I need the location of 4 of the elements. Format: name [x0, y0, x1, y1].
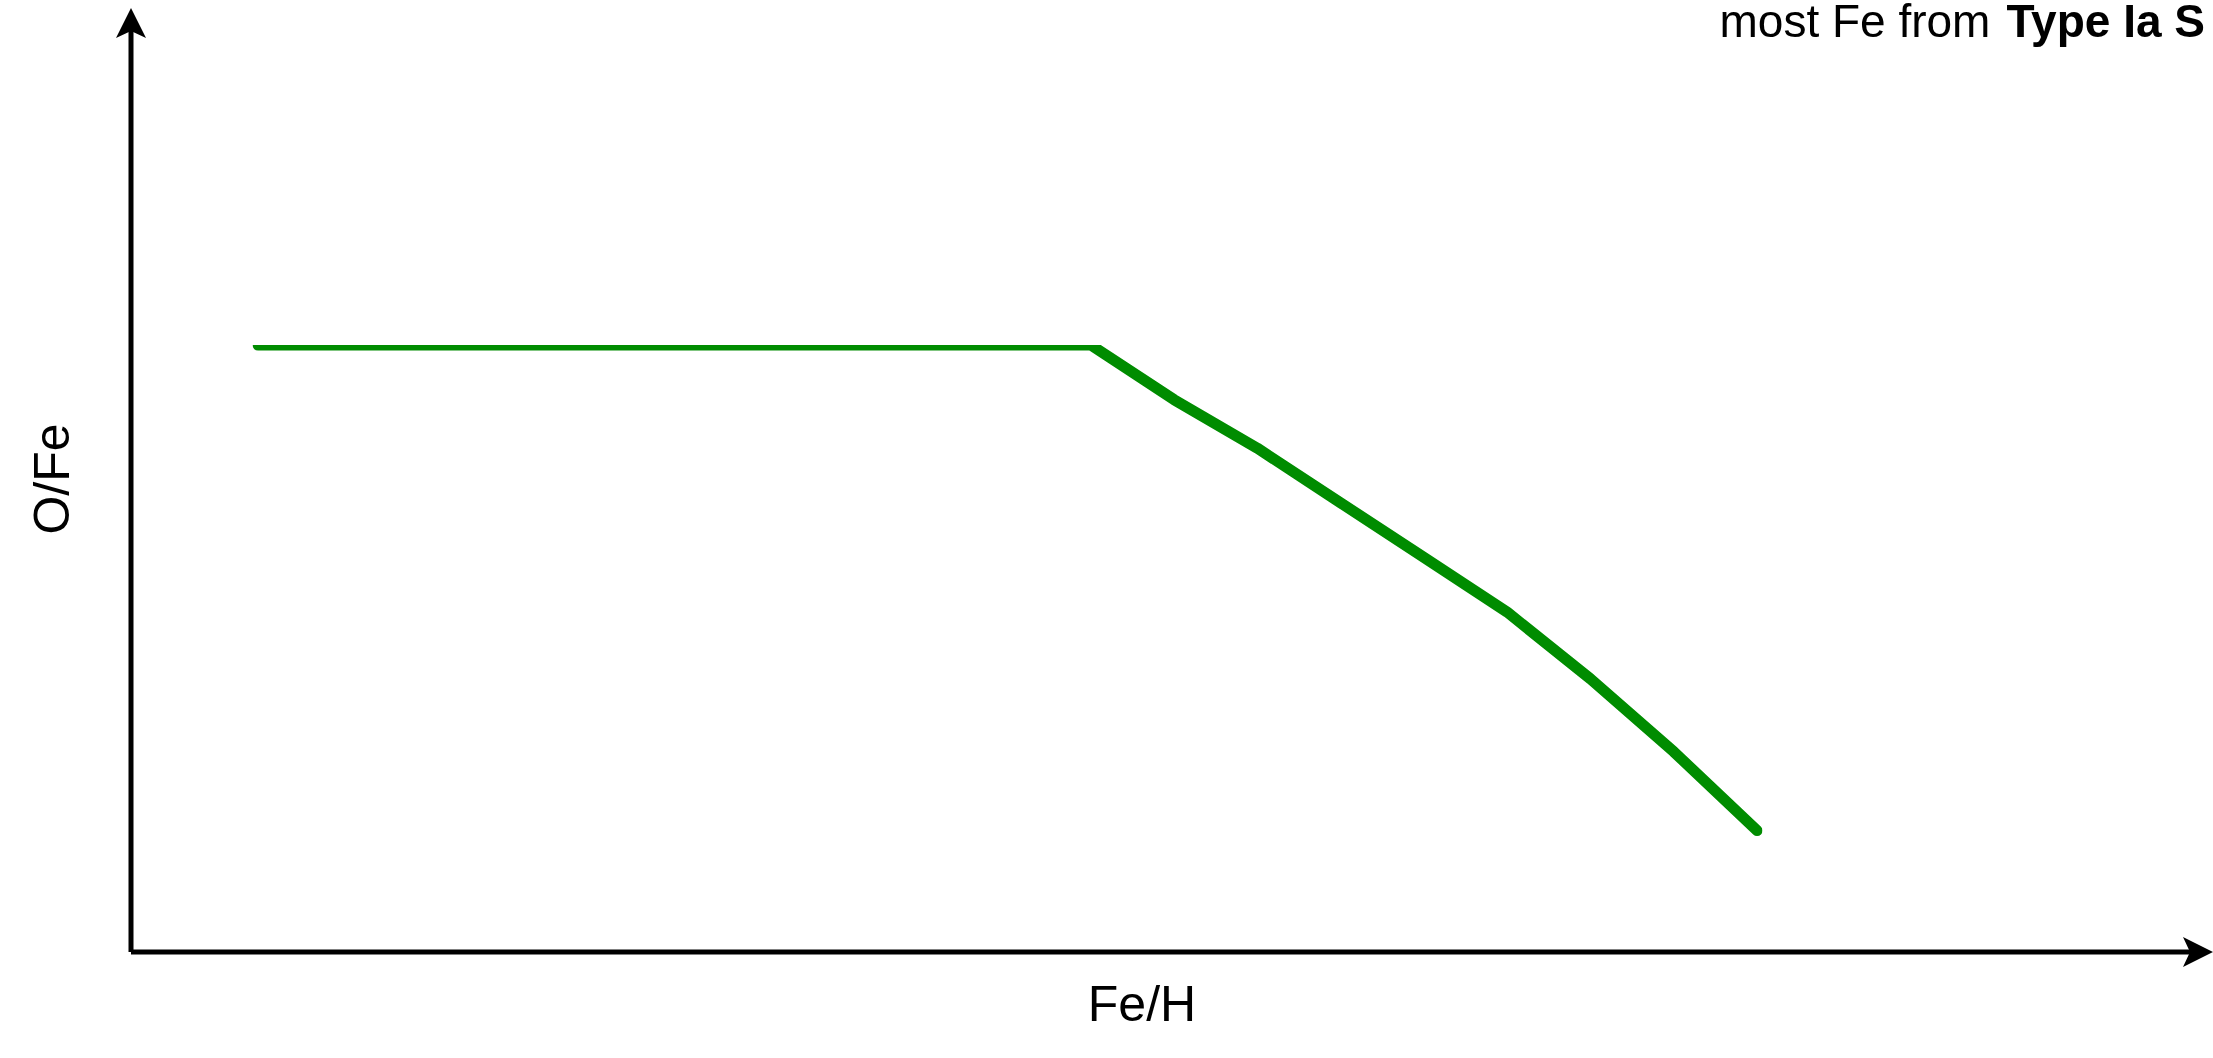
text: Type Ia S — [2006, 0, 2205, 47]
text: most Fe from — [1719, 0, 1991, 47]
y-axis-title: O/Fe — [23, 422, 81, 537]
x-axis-title: Fe/H — [1086, 975, 1198, 1033]
